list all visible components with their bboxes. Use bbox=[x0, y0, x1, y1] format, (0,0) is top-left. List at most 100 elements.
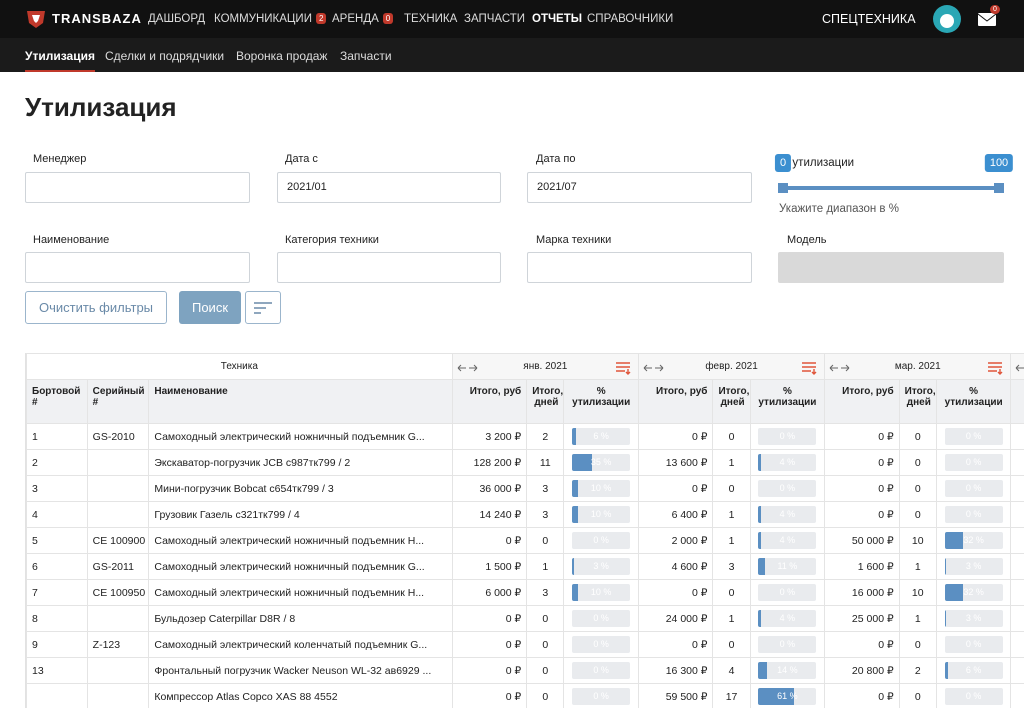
util-label: 0 % bbox=[965, 431, 982, 441]
nav-item[interactable]: ЗАПЧАСТИ bbox=[464, 13, 526, 25]
month-label: мар. 2021 bbox=[894, 361, 941, 372]
cell-sum: 128 200 ₽ bbox=[451, 449, 528, 476]
nav-item[interactable]: КОММУНИКАЦИИ 2 bbox=[214, 13, 327, 25]
util-bar: 0 % bbox=[944, 480, 1003, 497]
util-bar: 0 % bbox=[572, 688, 631, 705]
filter-label: Дата по bbox=[536, 153, 576, 165]
tab[interactable]: Запчасти bbox=[340, 49, 392, 63]
util-bar: 0 % bbox=[758, 480, 817, 497]
table-row[interactable]: 13 Фронтальный погрузчик Wacker Neuson WL… bbox=[26, 657, 1024, 684]
table-row[interactable]: 5 CE 100900 Самоходный электрический ножни… bbox=[26, 527, 1024, 554]
tab[interactable]: Сделки и подрядчики bbox=[105, 49, 225, 63]
cell-board: 4 bbox=[26, 501, 88, 528]
cell-sum: 0 ₽ bbox=[451, 631, 528, 658]
util-bar: 0 % bbox=[944, 636, 1003, 653]
cell-sum: 25 000 ₽ bbox=[824, 605, 900, 632]
nav-item[interactable]: ТЕХНИКА bbox=[404, 13, 458, 25]
filter-label: Модель bbox=[787, 234, 827, 246]
cell-days: 3 bbox=[712, 553, 751, 580]
cell-util: 0 % bbox=[563, 683, 639, 708]
util-fill bbox=[758, 454, 761, 471]
cell-board: 9 bbox=[26, 631, 88, 658]
name-input[interactable] bbox=[25, 252, 250, 283]
cell-sum: 0 ₽ bbox=[824, 631, 900, 658]
util-label: 3 % bbox=[965, 613, 982, 623]
date-to-input[interactable]: 2021/07 bbox=[527, 172, 752, 203]
util-bar: 3 % bbox=[944, 558, 1003, 575]
cell-serial: CE 100900 bbox=[86, 527, 150, 554]
table-row[interactable]: 7 CE 100950 Самоходный электрический ножни… bbox=[26, 579, 1024, 606]
cell-days: 17 bbox=[712, 683, 751, 708]
util-label: 0 % bbox=[965, 457, 982, 467]
month-header: мар. 2021 bbox=[824, 353, 1012, 380]
month-label: февр. 2021 bbox=[705, 361, 758, 372]
sort-button[interactable] bbox=[245, 291, 281, 324]
util-label: 3 % bbox=[593, 561, 609, 571]
cell-util: 0 % bbox=[749, 579, 826, 606]
nav-item[interactable]: ДАШБОРД bbox=[148, 13, 206, 25]
util-label: 11 % bbox=[777, 561, 798, 571]
cell-sum: 0 ₽ bbox=[1010, 579, 1024, 606]
cell-util: 0 % bbox=[935, 501, 1012, 528]
table-row[interactable]: Компрессор Atlas Copco XAS 88 4552 0 ₽0 0 … bbox=[26, 683, 1024, 708]
util-bar: 3 % bbox=[572, 558, 631, 575]
cell-util: 10 % bbox=[563, 579, 639, 606]
cell-util: 0 % bbox=[935, 631, 1012, 658]
cell-sum: 0 ₽ bbox=[824, 683, 900, 708]
util-bar: 0 % bbox=[572, 662, 631, 679]
cell-sum: 0 ₽ bbox=[637, 579, 714, 606]
util-label: 0 % bbox=[593, 613, 609, 623]
cell-sum: 0 ₽ bbox=[824, 449, 900, 476]
logo[interactable]: TRANSBAZA bbox=[52, 11, 142, 26]
avatar[interactable] bbox=[932, 4, 962, 34]
model-input[interactable] bbox=[778, 252, 1004, 283]
mail-badge: 0 bbox=[990, 5, 1000, 14]
table-row[interactable]: 6 GS-2011 Самоходный электрический ножничн… bbox=[26, 553, 1024, 580]
clear-button[interactable]: Очистить фильтры bbox=[25, 291, 167, 324]
cell-sum: 4 600 ₽ bbox=[637, 553, 714, 580]
nav-item[interactable]: СПРАВОЧНИКИ bbox=[587, 13, 674, 25]
mail-icon[interactable] bbox=[977, 11, 997, 27]
cell-serial bbox=[86, 605, 150, 632]
table-row[interactable]: 1 GS-2010 Самоходный электрический ножничн… bbox=[26, 423, 1024, 450]
cell-days: 1 bbox=[712, 501, 751, 528]
table-row[interactable]: 9 Z-123 Самоходный электрический коленчаты… bbox=[26, 631, 1024, 658]
tab-active[interactable]: Утилизация bbox=[25, 49, 95, 72]
cell-util: 32 % bbox=[935, 579, 1012, 606]
header-row: Техника янв. 2021 февр. 2021 мар. 2021 bbox=[26, 353, 1024, 380]
nav-item[interactable]: ОТЧЕТЫ bbox=[532, 13, 583, 25]
brand-input[interactable] bbox=[527, 252, 752, 283]
date-from-input[interactable]: 2021/01 bbox=[277, 172, 501, 203]
util-bar: 0 % bbox=[944, 428, 1003, 445]
company[interactable]: СПЕЦТЕХНИКА bbox=[822, 12, 916, 26]
cell-sum: 16 300 ₽ bbox=[637, 657, 714, 684]
cell-board: 6 bbox=[26, 553, 88, 580]
manager-input[interactable] bbox=[25, 172, 250, 203]
search-button[interactable]: Поиск bbox=[179, 291, 241, 324]
cell-util: 35 % bbox=[563, 449, 639, 476]
nav-label: КОММУНИКАЦИИ bbox=[214, 13, 312, 25]
cell-board: 13 bbox=[26, 657, 88, 684]
util-fill bbox=[572, 506, 578, 523]
util-label: 4 % bbox=[779, 457, 796, 467]
util-fill bbox=[944, 532, 964, 549]
cell-util: 4 % bbox=[749, 501, 826, 528]
util-label: 0 % bbox=[593, 691, 609, 701]
cell-util: 32 % bbox=[935, 527, 1012, 554]
cell-sum: 0 ₽ bbox=[1010, 475, 1024, 502]
util-bar: 0 % bbox=[572, 636, 631, 653]
category-input[interactable] bbox=[277, 252, 501, 283]
cell-days: 0 bbox=[526, 605, 565, 632]
nav-item[interactable]: АРЕНДА 0 bbox=[332, 13, 394, 25]
table-row[interactable]: 3 Мини-погрузчик Bobcat с654тк799 / 3 36 0… bbox=[26, 475, 1024, 502]
cell-days: 1 bbox=[712, 527, 751, 554]
tab[interactable]: Воронка продаж bbox=[236, 49, 328, 63]
range-slider[interactable]: 0 100 bbox=[774, 150, 1014, 220]
table-row[interactable]: 4 Грузовик Газель с321тк799 / 4 14 240 ₽3 1… bbox=[26, 501, 1024, 528]
cell-sum: 14 240 ₽ bbox=[451, 501, 528, 528]
cell-board bbox=[26, 683, 88, 708]
util-label: 61 % bbox=[777, 691, 798, 701]
cell-name: Фронтальный погрузчик Wacker Neuson WL-3… bbox=[148, 657, 453, 684]
